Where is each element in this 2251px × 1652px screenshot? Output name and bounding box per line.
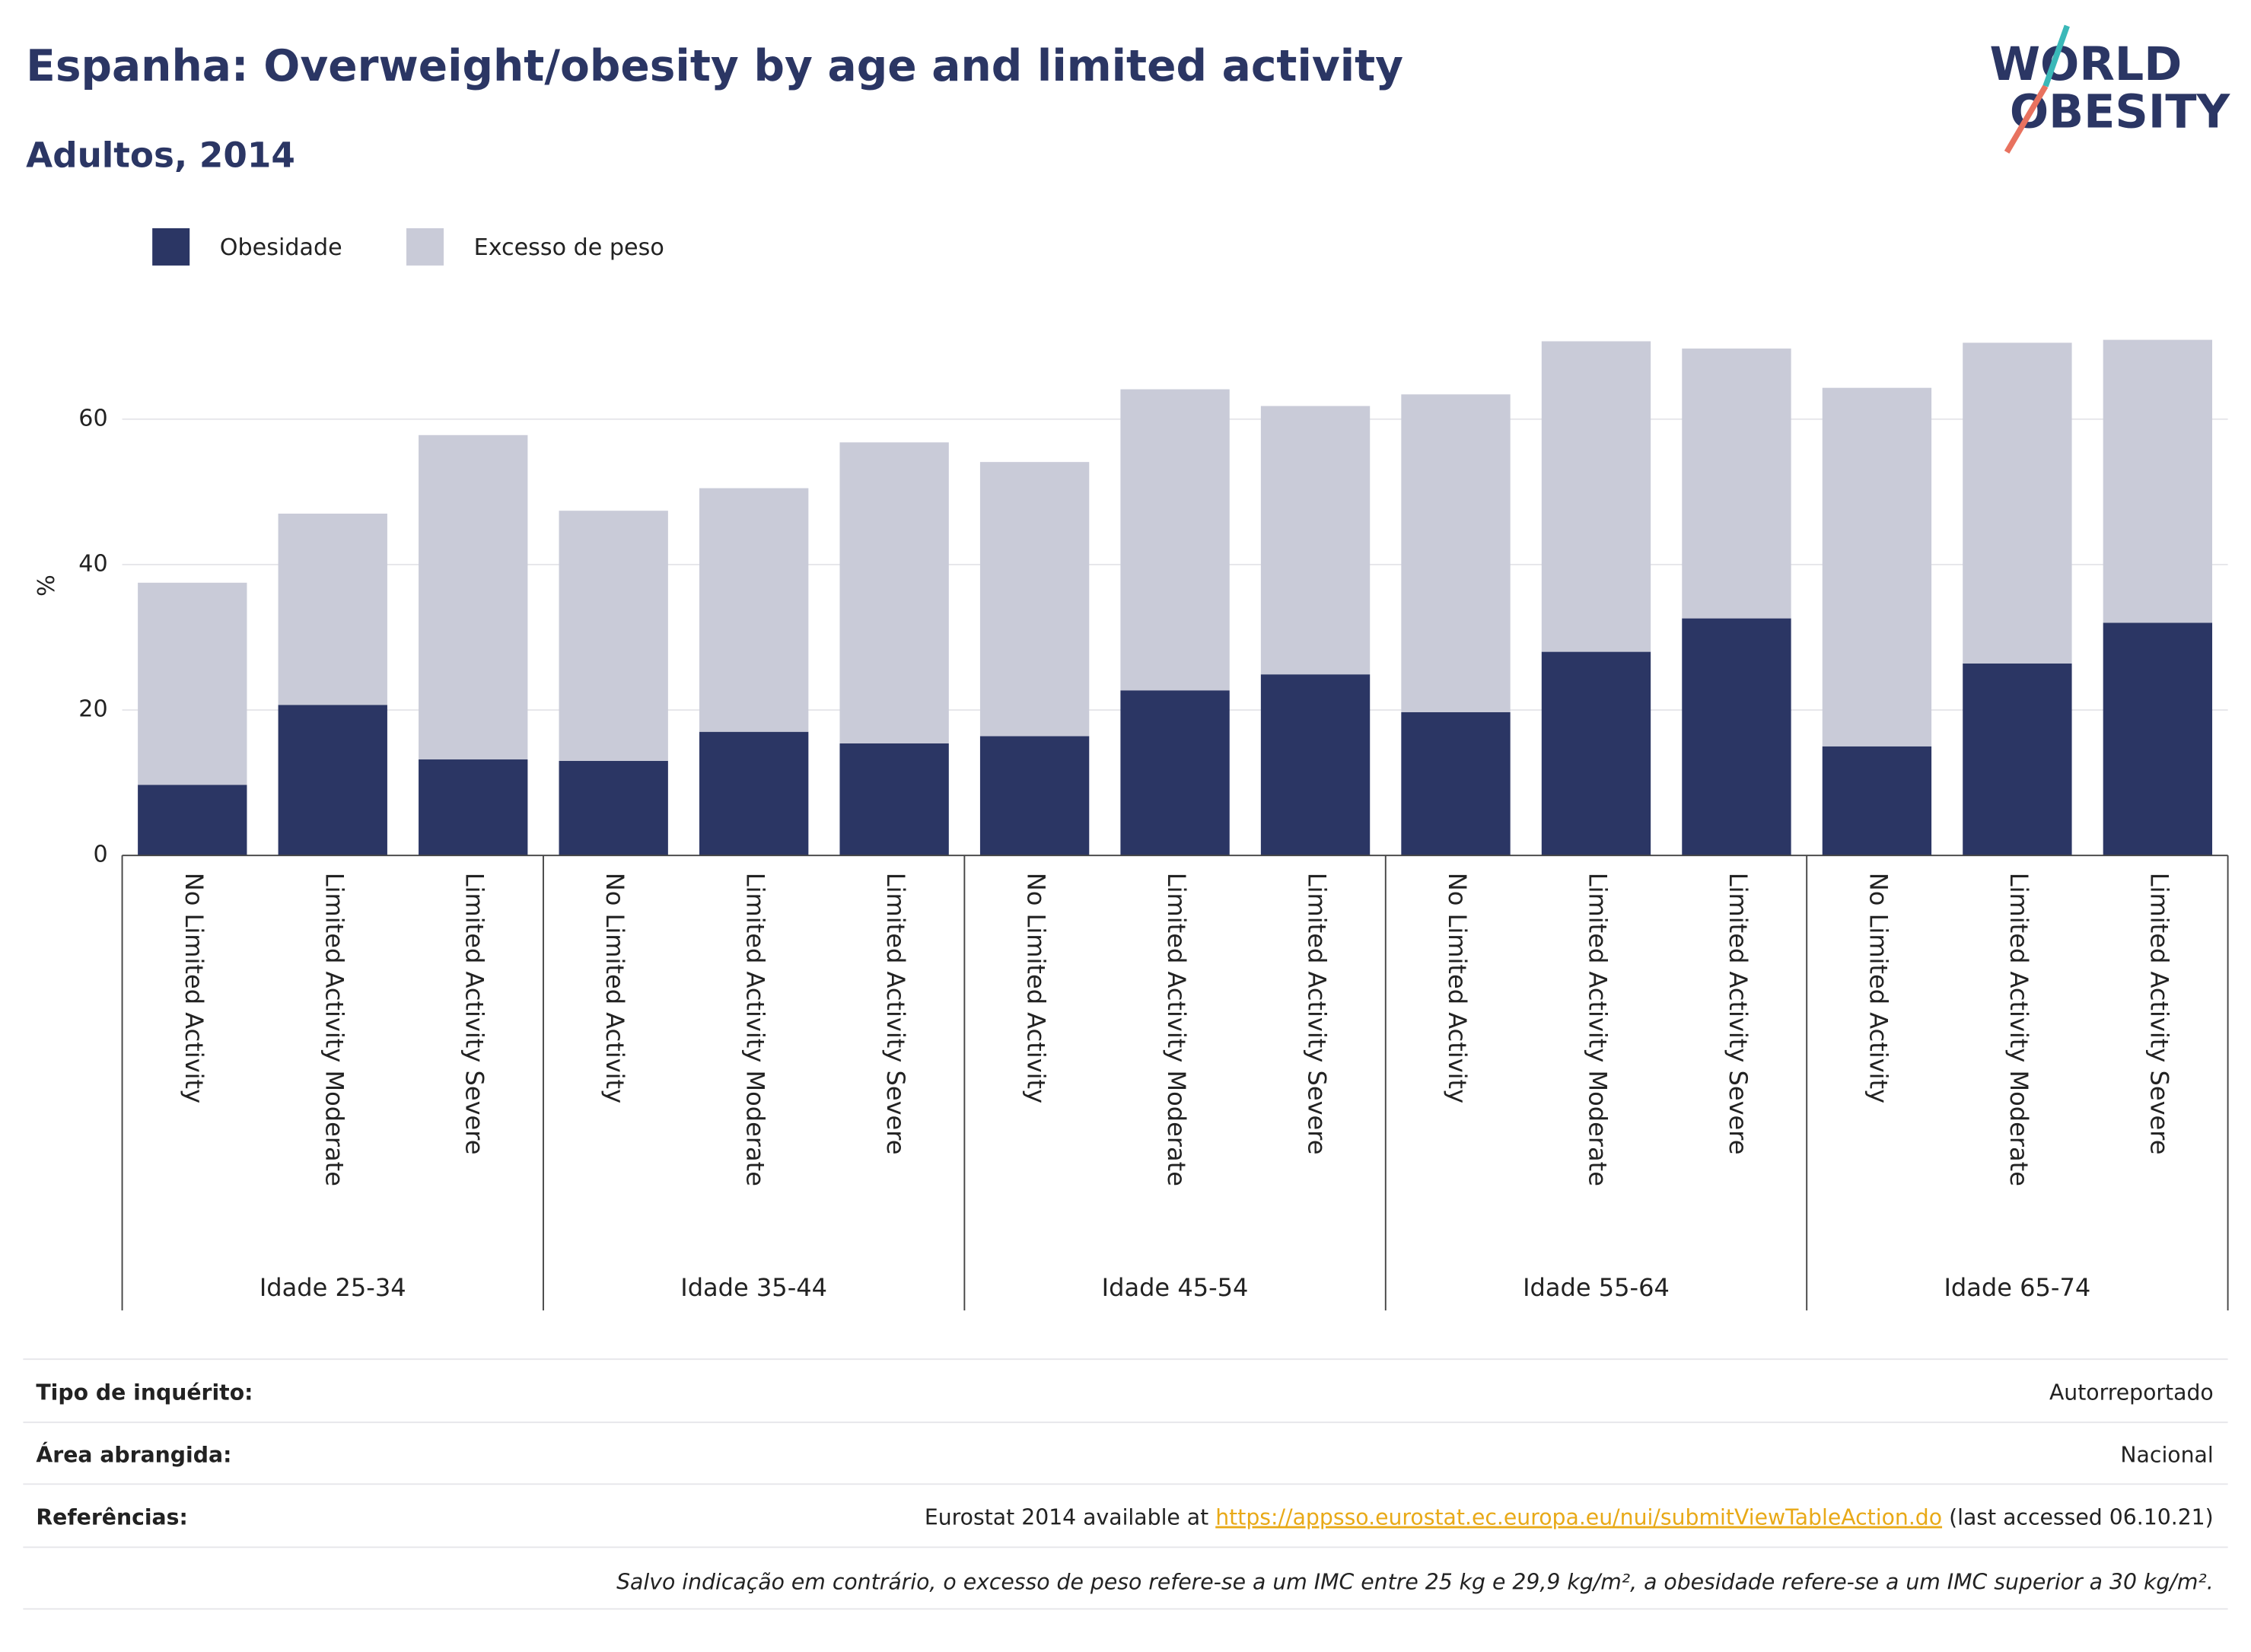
x-tick-label: No Limited Activity bbox=[600, 873, 629, 1103]
bar-segment bbox=[1541, 651, 1651, 856]
bar-segment bbox=[1120, 389, 1230, 691]
x-tick-label: No Limited Activity bbox=[1443, 873, 1472, 1103]
x-tick-label: Limited Activity Severe bbox=[1303, 873, 1332, 1155]
bar-segment bbox=[1260, 406, 1371, 675]
bar-segment bbox=[1822, 387, 1932, 746]
x-tick-label: Limited Activity Moderate bbox=[741, 873, 770, 1186]
group-label: Idade 45-54 bbox=[1102, 1273, 1249, 1302]
reference-text: Eurostat 2014 available at bbox=[925, 1505, 1215, 1530]
x-tick-label: No Limited Activity bbox=[1864, 873, 1893, 1103]
y-tick-label: 40 bbox=[78, 550, 107, 577]
bar-segment bbox=[1963, 663, 2072, 856]
x-tick-label: Limited Activity Moderate bbox=[1162, 873, 1191, 1186]
y-tick-label: 20 bbox=[78, 696, 107, 723]
bar-segment bbox=[1120, 690, 1230, 856]
x-tick-label: Limited Activity Severe bbox=[2144, 873, 2173, 1155]
x-tick-label: Limited Activity Severe bbox=[460, 873, 489, 1155]
bar-segment bbox=[839, 442, 949, 743]
bar-segment bbox=[559, 760, 668, 856]
logo-text: OBESITY bbox=[2010, 85, 2231, 138]
reference-link[interactable]: https://appsso.eurostat.ec.europa.eu/nui… bbox=[1215, 1505, 1942, 1530]
bar-segment bbox=[979, 736, 1090, 856]
x-tick-label: Limited Activity Moderate bbox=[2004, 873, 2033, 1186]
bar-segment bbox=[2103, 622, 2213, 856]
group-label: Idade 65-74 bbox=[1944, 1273, 2090, 1302]
bar-segment bbox=[278, 514, 387, 705]
bar-segment bbox=[138, 785, 247, 856]
bar-segment bbox=[1963, 342, 2072, 664]
bar-segment bbox=[979, 462, 1090, 737]
y-tick-label: 0 bbox=[94, 842, 108, 868]
reference-text: (last accessed 06.10.21) bbox=[1942, 1505, 2214, 1530]
bar-segment bbox=[138, 582, 247, 785]
x-tick-label: Limited Activity Moderate bbox=[320, 873, 349, 1186]
x-tick-label: Limited Activity Severe bbox=[881, 873, 910, 1155]
logo-slash bbox=[2042, 24, 2070, 88]
x-tick-label: Limited Activity Moderate bbox=[1583, 873, 1612, 1186]
group-label: Idade 55-64 bbox=[1523, 1273, 1670, 1302]
bar-segment bbox=[1260, 674, 1371, 856]
bar-segment bbox=[419, 759, 528, 856]
bar-segment bbox=[699, 731, 809, 856]
bar-segment bbox=[1682, 349, 1791, 619]
y-tick-label: 60 bbox=[78, 405, 107, 431]
bar-segment bbox=[1822, 746, 1932, 856]
bar-segment bbox=[699, 488, 809, 732]
x-tick-label: Limited Activity Severe bbox=[1724, 873, 1753, 1155]
legend-label: Obesidade bbox=[220, 234, 342, 261]
bar-segment bbox=[1682, 618, 1791, 856]
bar-segment bbox=[839, 743, 949, 856]
bar-segment bbox=[2103, 339, 2213, 623]
bar-segment bbox=[1401, 394, 1511, 712]
bar-segment bbox=[419, 434, 528, 760]
chart-subtitle: Adultos, 2014 bbox=[26, 135, 295, 175]
group-label: Idade 25-34 bbox=[259, 1273, 406, 1302]
footer-label: Tipo de inquérito: bbox=[36, 1380, 253, 1405]
y-axis-label: % bbox=[33, 575, 60, 597]
group-label: Idade 35-44 bbox=[680, 1273, 827, 1302]
logo: WORLD OBESITY bbox=[1989, 24, 2231, 154]
legend-swatch bbox=[152, 228, 190, 266]
bar-segment bbox=[278, 705, 387, 856]
bar-segment bbox=[1541, 341, 1651, 652]
footer-label: Área abrangida: bbox=[36, 1442, 231, 1468]
footer-label: Referências: bbox=[36, 1505, 187, 1530]
logo-text: WORLD bbox=[1989, 38, 2182, 91]
x-tick-label: No Limited Activity bbox=[180, 873, 209, 1103]
bar-segment bbox=[559, 511, 668, 761]
footer-value: Autorreportado bbox=[2049, 1380, 2214, 1405]
legend-label: Excesso de peso bbox=[474, 234, 664, 261]
chart-title: Espanha: Overweight/obesity by age and l… bbox=[26, 41, 1403, 91]
footer-value: Eurostat 2014 available at https://appss… bbox=[925, 1505, 2214, 1530]
logo-slash bbox=[2004, 84, 2049, 154]
footnote: Salvo indicação em contrário, o excesso … bbox=[616, 1569, 2214, 1594]
footer-value: Nacional bbox=[2120, 1443, 2213, 1468]
legend-swatch bbox=[406, 228, 444, 266]
bar-segment bbox=[1401, 711, 1511, 856]
x-tick-label: No Limited Activity bbox=[1022, 873, 1051, 1103]
